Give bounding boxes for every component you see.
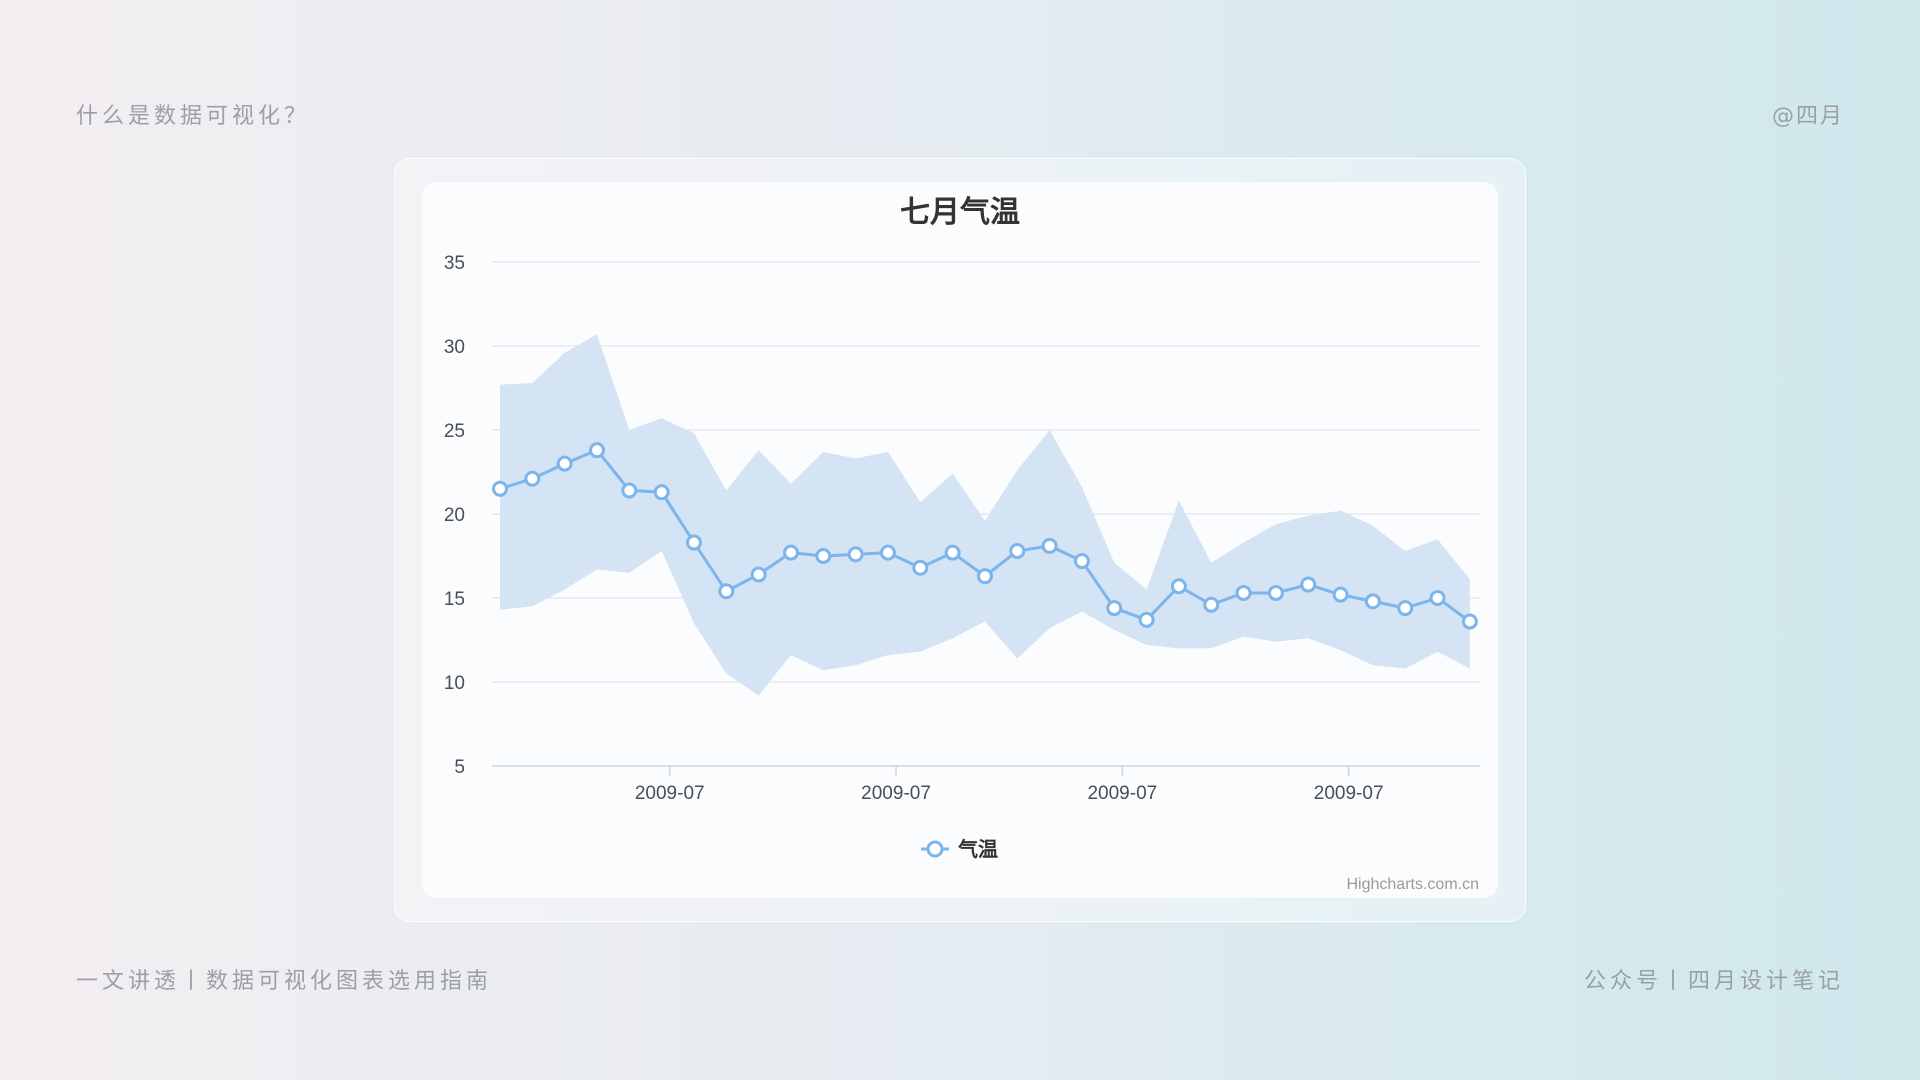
- data-point: [556, 455, 573, 472]
- data-point: [653, 484, 670, 501]
- data-point: [1332, 586, 1349, 603]
- data-point: [1170, 578, 1187, 595]
- data-point: [1106, 600, 1123, 617]
- range-area: [500, 334, 1470, 696]
- y-tick-label: 20: [444, 505, 465, 526]
- data-point: [750, 566, 767, 583]
- series-points: [492, 442, 1478, 630]
- x-tick-label: 2009-07: [635, 783, 705, 804]
- credits-text[interactable]: Highcharts.com.cn: [1347, 876, 1480, 893]
- y-tick-label: 5: [454, 757, 465, 778]
- data-point: [1203, 596, 1220, 613]
- data-point: [944, 544, 961, 561]
- data-point: [912, 559, 929, 576]
- y-tick-label: 30: [444, 337, 465, 358]
- data-point: [492, 480, 508, 497]
- legend-item[interactable]: 气温: [921, 837, 998, 861]
- data-point: [1009, 542, 1026, 559]
- data-point: [1041, 537, 1058, 554]
- data-point: [1397, 600, 1414, 617]
- data-point: [588, 442, 605, 459]
- legend-label: 气温: [957, 837, 998, 861]
- data-point: [1364, 593, 1381, 610]
- x-tick-label: 2009-07: [1314, 783, 1384, 804]
- data-point: [1300, 576, 1317, 593]
- data-point: [1138, 611, 1155, 628]
- range-area-layer: [500, 334, 1470, 696]
- data-point: [621, 482, 638, 499]
- y-tick-label: 35: [444, 253, 465, 274]
- data-point: [685, 534, 702, 551]
- data-point: [1073, 553, 1090, 570]
- data-point: [847, 546, 864, 563]
- footer-left-text: 一文讲透丨数据可视化图表选用指南: [76, 969, 493, 994]
- data-point: [1267, 584, 1284, 601]
- x-tick-label: 2009-07: [1087, 783, 1157, 804]
- y-tick-label: 10: [444, 673, 465, 694]
- x-tick-label: 2009-07: [861, 783, 931, 804]
- data-point: [976, 568, 993, 585]
- footer-right-text: 公众号丨四月设计笔记: [1583, 969, 1844, 994]
- data-point: [1461, 613, 1478, 630]
- data-point: [782, 544, 799, 561]
- data-point: [879, 544, 896, 561]
- header-right-text: @四月: [1771, 104, 1844, 129]
- data-point: [524, 470, 541, 487]
- legend-marker-icon: [926, 840, 944, 858]
- y-tick-label: 25: [444, 421, 465, 442]
- header-left-text: 什么是数据可视化？: [76, 104, 311, 129]
- y-tick-label: 15: [444, 589, 465, 610]
- x-axis: 2009-07 2009-07 2009-07 2009-07: [492, 765, 1480, 804]
- data-point: [718, 583, 735, 600]
- data-point: [1429, 590, 1446, 606]
- data-point: [815, 548, 832, 564]
- chart-title: 七月气温: [900, 195, 1020, 230]
- data-point: [1235, 584, 1252, 601]
- y-axis: 5 10 15 20 25 30 35: [444, 253, 465, 778]
